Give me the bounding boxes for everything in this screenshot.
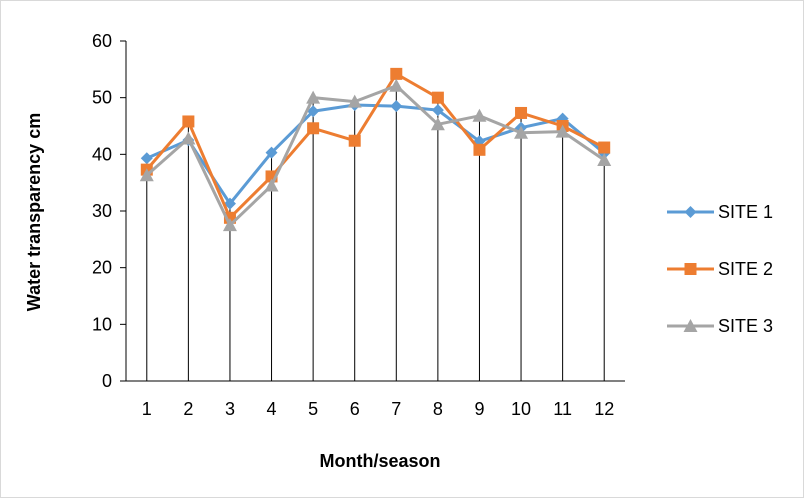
- y-axis-title: Water transparency cm: [24, 113, 44, 311]
- series-lines: [139, 67, 612, 232]
- y-tick-label: 30: [92, 201, 112, 221]
- x-tick-label: 1: [142, 399, 152, 419]
- series-line: [145, 72, 605, 220]
- data-point: [430, 117, 445, 131]
- y-tick-label: 60: [92, 31, 112, 51]
- data-point: [307, 122, 320, 135]
- legend-label: SITE 2: [718, 259, 773, 279]
- y-tick-label: 20: [92, 258, 112, 278]
- data-point: [222, 218, 237, 232]
- data-point: [389, 78, 404, 92]
- data-point: [265, 146, 278, 159]
- data-point: [597, 153, 612, 166]
- legend-label: SITE 1: [718, 202, 773, 222]
- x-axis-title: Month/season: [319, 451, 440, 471]
- legend-label: SITE 3: [718, 316, 773, 336]
- x-tick-label: 8: [433, 399, 443, 419]
- series-3: [139, 78, 612, 232]
- y-tick-label: 10: [92, 314, 112, 334]
- data-point: [555, 124, 570, 138]
- data-point: [431, 91, 444, 104]
- legend-marker: [684, 206, 697, 218]
- data-point: [473, 143, 486, 156]
- data-point: [223, 197, 236, 210]
- data-point: [181, 131, 196, 145]
- data-point: [431, 104, 444, 117]
- data-point: [264, 178, 279, 192]
- data-point: [306, 90, 321, 104]
- y-tick-label: 40: [92, 144, 112, 164]
- legend-item: SITE 1: [667, 202, 773, 222]
- legend-item: SITE 3: [667, 316, 773, 336]
- x-tick-label: 2: [183, 399, 193, 419]
- x-tick-label: 4: [267, 399, 277, 419]
- x-tick-label: 11: [553, 399, 572, 419]
- data-point: [348, 134, 361, 147]
- data-point: [598, 141, 611, 154]
- x-tick-label: 6: [350, 399, 360, 419]
- x-tick-label: 9: [474, 399, 484, 419]
- x-tick-label: 10: [511, 399, 531, 419]
- legend-marker: [683, 319, 698, 332]
- y-tick-label: 50: [92, 88, 112, 108]
- legend-marker: [684, 263, 697, 275]
- x-tick-label: 5: [308, 399, 318, 419]
- data-point: [390, 100, 403, 113]
- legend: SITE 1 SITE 2 SITE 3: [667, 202, 773, 336]
- data-point: [472, 108, 487, 122]
- axes: [120, 40, 625, 382]
- series-line: [145, 84, 606, 227]
- data-point: [515, 106, 528, 119]
- data-point: [139, 168, 154, 182]
- y-tick-label: 0: [102, 371, 112, 391]
- data-point: [140, 152, 153, 165]
- x-tick-label: 12: [594, 399, 614, 419]
- data-point: [307, 105, 320, 118]
- data-point: [182, 115, 195, 128]
- data-point: [514, 125, 529, 139]
- data-point: [347, 94, 362, 108]
- legend-item: SITE 2: [667, 259, 773, 279]
- x-tick-label: 7: [391, 399, 401, 419]
- data-point: [390, 67, 403, 80]
- x-tick-label: 3: [225, 399, 235, 419]
- series-2: [140, 67, 611, 224]
